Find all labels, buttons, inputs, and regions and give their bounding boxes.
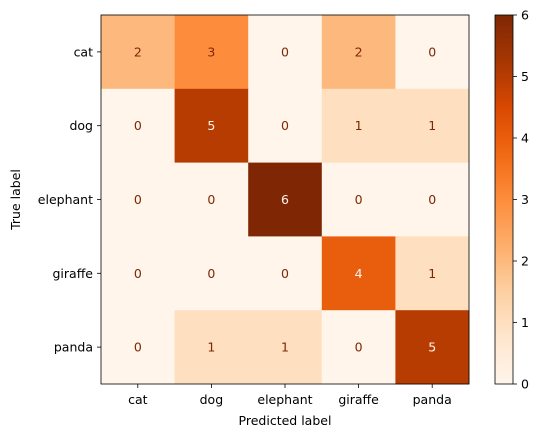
cell-value-label: 0: [355, 192, 363, 207]
colorbar: [495, 15, 513, 384]
colorbar-tick-label: 1: [521, 315, 529, 330]
cell-value-label: 0: [281, 44, 289, 59]
x-axis-label: Predicted label: [239, 413, 332, 428]
colorbar-ticks: 0 1 2 3 4 5 6: [513, 8, 529, 392]
cell-value-label: 0: [134, 118, 142, 133]
cell-value-label: 1: [355, 118, 363, 133]
cell-value-label: 0: [134, 192, 142, 207]
cell-value-label: 5: [207, 118, 215, 133]
cell-value-label: 0: [428, 192, 436, 207]
y-tick-label: elephant: [38, 192, 93, 207]
colorbar-tick-label: 5: [521, 69, 529, 84]
y-tick-label: dog: [69, 118, 93, 133]
cell-value-label: 0: [134, 340, 142, 355]
cell-value-label: 3: [207, 44, 215, 59]
colorbar-tick-label: 6: [521, 8, 529, 23]
cell-value-label: 2: [134, 44, 142, 59]
cell-value-label: 5: [428, 340, 436, 355]
cell-value-label: 1: [428, 266, 436, 281]
cell-value-label: 1: [281, 340, 289, 355]
cell-value-label: 0: [355, 340, 363, 355]
cell-value-label: 0: [281, 266, 289, 281]
colorbar-tick-label: 2: [521, 254, 529, 269]
colorbar-tick-label: 3: [521, 192, 529, 207]
cell-value-label: 0: [428, 44, 436, 59]
x-axis-ticks: cat dog elephant giraffe panda: [128, 384, 452, 407]
cell-value-label: 4: [355, 266, 363, 281]
cell-value-label: 2: [355, 44, 363, 59]
cell-value-label: 0: [134, 266, 142, 281]
colorbar-tick-label: 0: [521, 377, 529, 392]
y-tick-label: panda: [54, 340, 93, 355]
cell-value-label: 1: [428, 118, 436, 133]
x-tick-label: dog: [200, 392, 224, 407]
cell-value-label: 6: [281, 192, 289, 207]
y-axis-label: True label: [8, 169, 23, 231]
cell-value-label: 0: [207, 192, 215, 207]
y-tick-label: cat: [74, 44, 94, 59]
cell-value-label: 0: [207, 266, 215, 281]
x-tick-label: elephant: [257, 392, 312, 407]
y-tick-label: giraffe: [52, 266, 93, 281]
cell-value-label: 1: [207, 340, 215, 355]
x-tick-label: panda: [413, 392, 452, 407]
x-tick-label: giraffe: [338, 392, 379, 407]
colorbar-tick-label: 4: [521, 131, 529, 146]
y-axis-ticks: cat dog elephant giraffe panda: [38, 44, 101, 354]
cell-value-label: 0: [281, 118, 289, 133]
x-tick-label: cat: [128, 392, 148, 407]
